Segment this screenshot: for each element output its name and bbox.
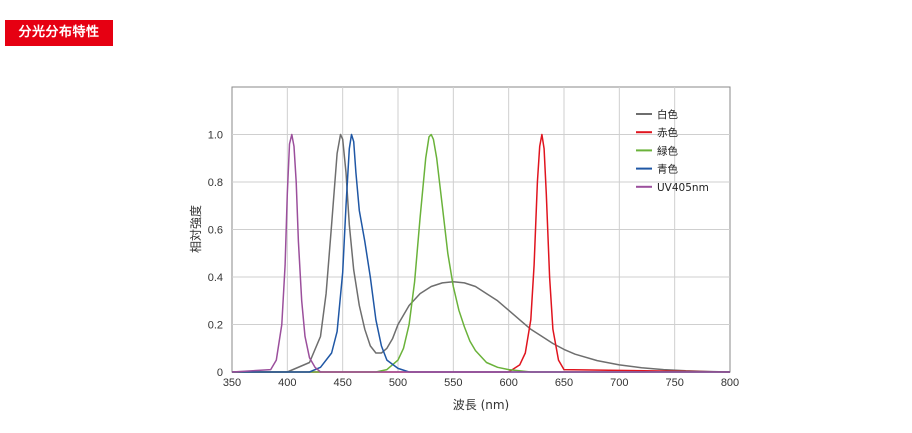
series-line bbox=[231, 133, 730, 373]
y-tick-label: 0.2 bbox=[208, 320, 223, 332]
series-line bbox=[232, 133, 731, 373]
legend-label: 白色 bbox=[657, 108, 678, 121]
y-tick-label: 0.4 bbox=[208, 272, 223, 284]
x-tick-label: 750 bbox=[665, 377, 683, 389]
grid-lines bbox=[232, 87, 730, 372]
legend-label: UV405nm bbox=[657, 182, 709, 194]
x-axis-label: 波長 (nm) bbox=[453, 398, 509, 412]
x-tick-label: 450 bbox=[333, 377, 351, 389]
y-tick-label: 0 bbox=[217, 367, 223, 379]
y-tick-labels: 0 0.2 0.4 0.6 0.8 1.0 bbox=[208, 130, 223, 380]
legend-label: 青色 bbox=[657, 163, 678, 176]
x-tick-label: 400 bbox=[278, 377, 296, 389]
x-tick-label: 600 bbox=[499, 377, 517, 389]
x-tick-label: 550 bbox=[444, 377, 462, 389]
series-lines bbox=[231, 133, 731, 373]
y-axis-label: 相対強度 bbox=[188, 205, 203, 253]
x-tick-label: 500 bbox=[389, 377, 407, 389]
series-line bbox=[232, 133, 730, 373]
x-tick-label: 800 bbox=[721, 377, 739, 389]
series-line bbox=[232, 133, 731, 373]
y-tick-label: 1.0 bbox=[208, 130, 223, 142]
legend-label: 緑色 bbox=[657, 144, 678, 157]
x-tick-label: 650 bbox=[555, 377, 573, 389]
legend-label: 赤色 bbox=[657, 126, 678, 139]
x-tick-labels: 350 400 450 500 550 600 650 700 750 800 bbox=[223, 377, 739, 389]
series-line bbox=[232, 133, 730, 373]
y-tick-label: 0.6 bbox=[208, 225, 223, 237]
x-tick-label: 700 bbox=[610, 377, 628, 389]
x-tick-label: 350 bbox=[223, 377, 241, 389]
section-title-badge: 分光分布特性 bbox=[5, 20, 113, 46]
y-tick-label: 0.8 bbox=[208, 177, 223, 189]
